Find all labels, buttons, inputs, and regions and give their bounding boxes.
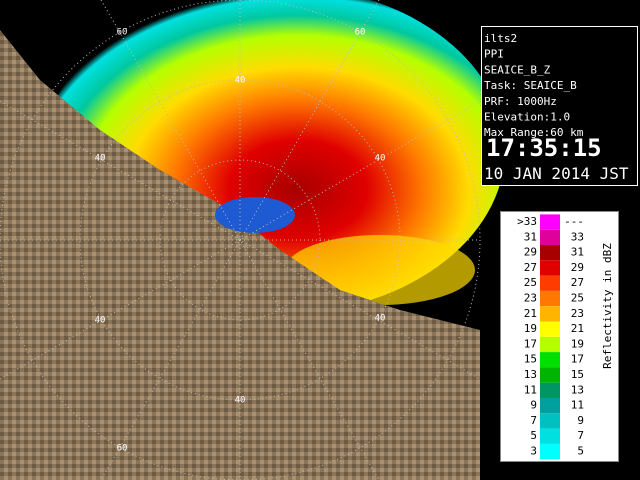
range-label: 40 <box>235 76 246 86</box>
info-line: Task: SEAICE_B <box>484 79 577 92</box>
info-line: SEAICE_B_Z <box>484 63 551 76</box>
legend-swatch <box>540 428 560 444</box>
legend-low: 5 <box>530 429 537 442</box>
info-line: ilts2 <box>484 32 517 45</box>
legend-swatch <box>540 245 560 261</box>
legend-low: 15 <box>524 353 537 366</box>
legend-swatch <box>540 306 560 322</box>
legend-low: 23 <box>524 292 537 305</box>
legend-low: >33 <box>517 215 537 228</box>
legend-high: 23 <box>571 307 584 320</box>
legend-high: 31 <box>571 246 584 259</box>
legend-swatch <box>540 443 560 460</box>
legend-swatch <box>540 290 560 307</box>
legend-swatch <box>540 275 560 291</box>
legend-swatch <box>540 382 560 398</box>
legend-high: 13 <box>571 383 584 396</box>
legend-swatch <box>540 336 560 353</box>
legend-swatch <box>540 260 560 276</box>
legend-swatch <box>540 321 560 337</box>
date: 10 JAN 2014 JST <box>484 164 629 183</box>
range-label: 60 <box>117 28 128 38</box>
legend-title: Reflectivity in dBZ <box>601 243 614 369</box>
legend-low: 19 <box>524 322 537 335</box>
legend-low: 9 <box>530 399 537 412</box>
legend-low: 7 <box>530 414 537 427</box>
legend-high: 5 <box>577 445 584 458</box>
legend-low: 31 <box>524 230 537 243</box>
legend-high: 29 <box>571 261 584 274</box>
range-label: 40 <box>375 154 386 164</box>
legend-low: 25 <box>524 276 537 289</box>
legend-high: 9 <box>577 414 584 427</box>
legend-high: 27 <box>571 276 584 289</box>
legend-high: 25 <box>571 292 584 305</box>
legend-low: 17 <box>524 337 537 350</box>
range-rings <box>0 0 481 480</box>
range-label: 40 <box>95 154 106 164</box>
info-line: PPI <box>484 48 504 61</box>
info-box <box>481 26 638 186</box>
range-label: 40 <box>235 396 246 406</box>
info-line: Max Range:60 km <box>484 126 584 139</box>
legend-swatch <box>540 413 560 429</box>
legend-low: 29 <box>524 246 537 259</box>
legend-low: 3 <box>530 445 537 458</box>
legend-high: 21 <box>571 322 584 335</box>
legend-swatch <box>540 398 560 414</box>
time: 17:35:15 <box>486 134 602 162</box>
legend-swatch <box>540 367 560 383</box>
legend-high: 15 <box>571 368 584 381</box>
legend-swatch <box>540 352 560 368</box>
info-line: Elevation:1.0 <box>484 111 570 124</box>
range-label: 40 <box>375 314 386 324</box>
info-line: PRF: 1000Hz <box>484 95 557 108</box>
legend-swatch <box>540 229 560 245</box>
legend-high: 17 <box>571 353 584 366</box>
range-label: 60 <box>355 28 366 38</box>
terrain <box>0 30 480 480</box>
legend-low: 27 <box>524 261 537 274</box>
legend-swatch <box>540 214 560 230</box>
range-label: 40 <box>95 316 106 326</box>
legend-high: 7 <box>577 429 584 442</box>
range-label: 60 <box>117 444 128 454</box>
legend-low: 13 <box>524 368 537 381</box>
legend-low: 21 <box>524 307 537 320</box>
legend-high: 19 <box>571 337 584 350</box>
legend-high: 33 <box>571 230 584 243</box>
legend-low: 11 <box>524 383 537 396</box>
legend-high: --- <box>564 215 584 228</box>
legend-high: 11 <box>571 399 584 412</box>
